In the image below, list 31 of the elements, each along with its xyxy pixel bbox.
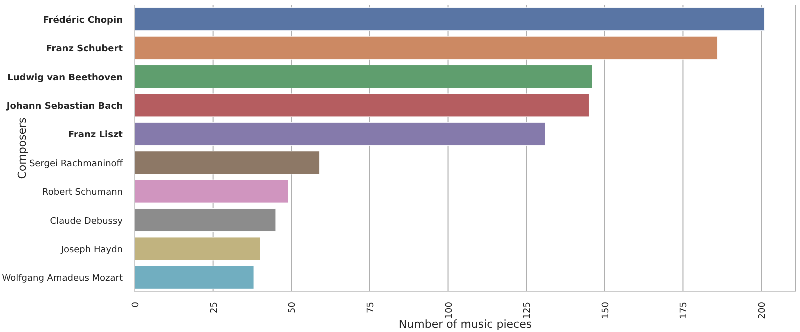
bar [135, 94, 590, 118]
bar [135, 151, 320, 175]
y-tick-label: Ludwig van Beethoven [8, 73, 123, 84]
y-tick-label: Franz Liszt [68, 130, 124, 141]
bar [135, 65, 593, 89]
y-tick-label: Robert Schumann [42, 188, 123, 198]
y-tick-label: Johann Sebastian Bach [6, 102, 123, 112]
y-tick-label: Sergei Rachmaninoff [29, 159, 124, 170]
y-tick-label: Wolfgang Amadeus Mozart [2, 274, 124, 284]
x-tick-label: 75 [366, 302, 376, 314]
x-tick-label: 100 [444, 302, 455, 320]
y-tick-label: Claude Debussy [50, 216, 124, 227]
y-tick-label: Joseph Haydn [60, 245, 123, 256]
x-tick-label: 175 [680, 302, 690, 320]
x-axis-title: Number of music pieces [398, 318, 532, 331]
x-tick-label: 25 [210, 302, 220, 314]
y-axis-title: Composers [16, 117, 29, 180]
bar [135, 36, 718, 60]
x-tick-label: 125 [523, 302, 534, 320]
x-tick-label: 150 [601, 302, 612, 320]
bar [135, 8, 765, 32]
y-tick-label: Franz Schubert [46, 44, 124, 55]
y-tick-label: Frédéric Chopin [43, 14, 123, 26]
x-tick-label: 0 [132, 302, 142, 308]
x-tick-label: 200 [758, 302, 768, 320]
bar [135, 180, 289, 204]
bar [135, 122, 546, 146]
x-tick-label: 50 [288, 302, 298, 314]
bar [135, 266, 254, 290]
bar [135, 237, 261, 261]
bar [135, 208, 276, 232]
